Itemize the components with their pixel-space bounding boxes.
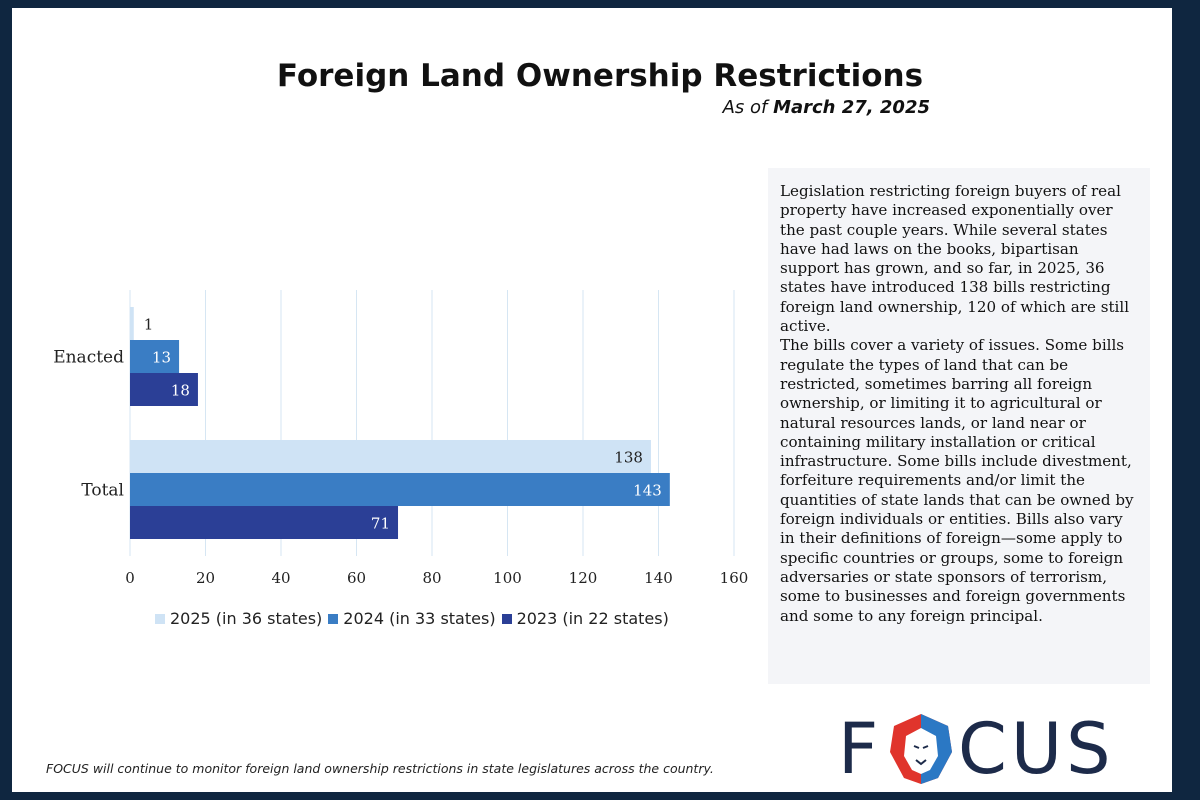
legend-label: 2025 (in 36 states) — [170, 609, 323, 628]
x-tick-label: 140 — [644, 569, 673, 587]
data-label: 18 — [171, 382, 190, 400]
legend-item: 2023 (in 22 states) — [501, 609, 669, 628]
data-label: 1 — [144, 316, 154, 334]
page-title: Foreign Land Ownership Restrictions — [276, 58, 924, 94]
bar — [130, 440, 651, 473]
subtitle-prefix: As of — [722, 97, 768, 118]
logo-text-right: CUS — [958, 708, 1115, 790]
x-tick-label: 40 — [271, 569, 290, 587]
footer-note: FOCUS will continue to monitor foreign l… — [46, 761, 714, 776]
x-tick-label: 160 — [720, 569, 749, 587]
legend-label: 2023 (in 22 states) — [516, 609, 669, 628]
data-label: 13 — [152, 349, 171, 367]
legend-item: 2025 (in 36 states) — [155, 609, 322, 628]
chart-legend: 2025 (in 36 states) 2024 (in 33 states) 20… — [155, 609, 669, 628]
lion-head-icon — [890, 714, 952, 784]
bar — [130, 373, 198, 406]
description-paragraph-1: Legislation restricting foreign buyers o… — [780, 182, 1130, 336]
bar — [130, 506, 399, 539]
bar — [130, 307, 134, 340]
data-label: 138 — [614, 449, 643, 467]
x-tick-label: 100 — [493, 569, 522, 587]
bar — [130, 473, 670, 506]
page-subtitle: As of March 27, 2025 — [723, 97, 930, 118]
category-label: Enacted — [53, 348, 124, 368]
legend-swatch — [328, 613, 339, 624]
data-label: 71 — [371, 515, 390, 533]
x-tick-label: 80 — [422, 569, 441, 587]
subtitle-date: March 27, 2025 — [773, 97, 930, 118]
description-box: Legislation restricting foreign buyers o… — [768, 168, 1150, 684]
description-paragraph-2: The bills cover a variety of issues. Som… — [780, 336, 1134, 625]
x-tick-label: 20 — [196, 569, 215, 587]
legend-swatch — [155, 613, 165, 624]
x-tick-label: 0 — [125, 569, 135, 587]
legend-swatch — [501, 613, 512, 624]
x-tick-label: 120 — [569, 569, 598, 587]
data-label: 143 — [633, 482, 662, 500]
x-tick-label: 60 — [347, 569, 366, 587]
legend-item: 2024 (in 33 states) — [328, 609, 496, 628]
category-label: Total — [81, 481, 124, 501]
legend-label: 2024 (in 33 states) — [343, 609, 496, 628]
logo-text-left: F — [838, 708, 883, 790]
bar — [130, 340, 180, 373]
